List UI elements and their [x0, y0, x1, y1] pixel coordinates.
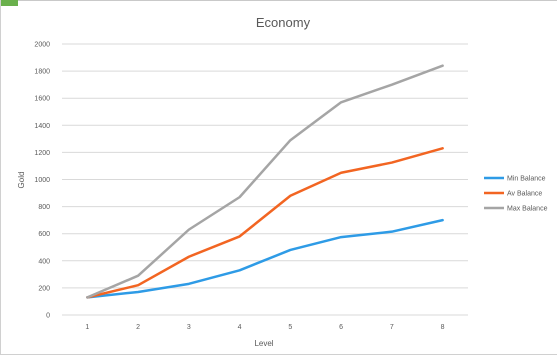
- legend-entry: Max Balance: [507, 206, 548, 213]
- series-line-max-balance: [86, 64, 444, 299]
- x-tick-label: 7: [390, 324, 394, 331]
- chart-title: Economy: [256, 15, 311, 30]
- y-tick-label: 200: [38, 285, 50, 292]
- x-axis-label: Level: [254, 339, 273, 348]
- y-tick-label: 2000: [34, 42, 50, 49]
- y-tick-label: 1600: [34, 96, 50, 103]
- y-tick-label: 1800: [34, 69, 50, 76]
- y-tick-label: 400: [38, 258, 50, 265]
- y-tick-labels: 0 200 400 600 800 1000 1200 1400 1600 1800 2000: [34, 42, 50, 320]
- y-tick-label: 1000: [34, 177, 50, 184]
- left-border: [0, 0, 1, 355]
- y-tick-label: 1400: [34, 123, 50, 130]
- y-tick-label: 0: [46, 313, 50, 320]
- y-tick-label: 600: [38, 231, 50, 238]
- x-tick-labels: 1 2 3 4 5 6 7 8: [85, 324, 444, 331]
- x-tick-label: 3: [187, 324, 191, 331]
- corner-tab: [0, 0, 18, 6]
- series-line-av-balance: [86, 147, 444, 299]
- legend-entry: Min Balance: [507, 176, 546, 183]
- top-border: [0, 0, 557, 1]
- x-tick-label: 8: [441, 324, 445, 331]
- series-line-min-balance: [86, 218, 444, 299]
- x-tick-label: 6: [339, 324, 343, 331]
- x-tick-label: 1: [85, 324, 89, 331]
- y-tick-label: 1200: [34, 150, 50, 157]
- legend: Min Balance Av Balance Max Balance: [484, 176, 548, 213]
- x-tick-label: 4: [238, 324, 242, 331]
- grid-lines: [62, 43, 468, 289]
- x-tick-label: 5: [288, 324, 292, 331]
- y-axis-label: Gold: [17, 172, 26, 189]
- legend-entry: Av Balance: [507, 191, 542, 198]
- series-lines: [86, 64, 444, 299]
- x-tick-label: 2: [136, 324, 140, 331]
- y-tick-label: 800: [38, 204, 50, 211]
